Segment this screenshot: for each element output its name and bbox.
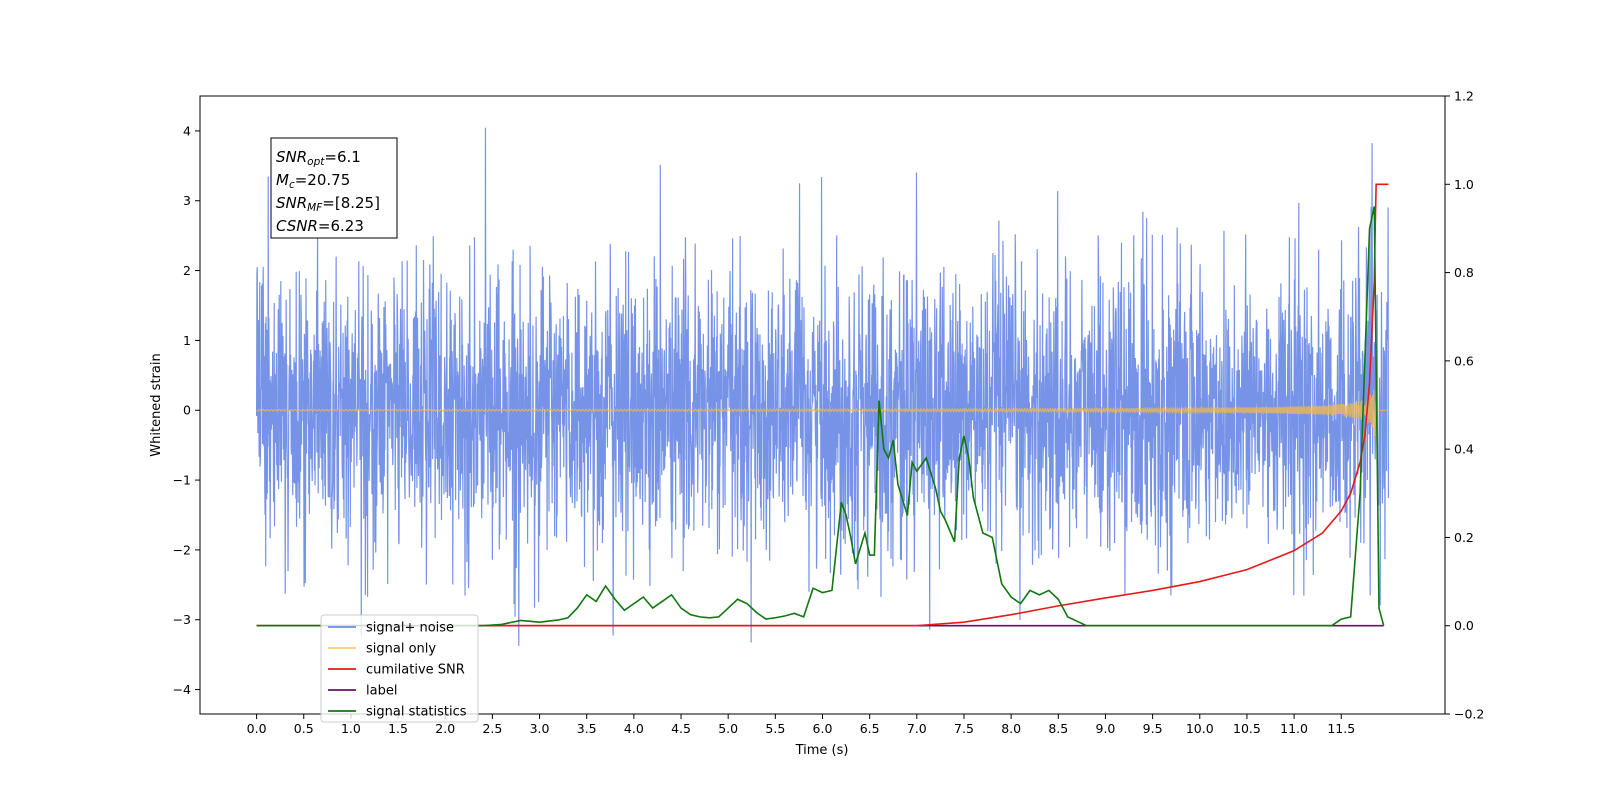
y2-tick-label: 0.6: [1454, 353, 1474, 368]
y-tick-label: 1: [183, 333, 191, 348]
x-tick-label: 8.5: [1048, 721, 1068, 736]
x-tick-label: 9.5: [1143, 721, 1163, 736]
y-tick-label: 2: [183, 263, 191, 278]
series-signal-only: [256, 389, 1389, 437]
y-tick-label: −2: [173, 542, 191, 557]
x-tick-label: 5.5: [765, 721, 785, 736]
y-axis-right: 1.2 1.0 0.8 0.6 0.4 0.2 0.0 −0.2: [1445, 89, 1484, 722]
x-tick-label: 4.5: [671, 721, 691, 736]
x-tick-label: 8.0: [1001, 721, 1021, 736]
annotation-line: SNRMF=[8.25]: [276, 194, 380, 214]
x-tick-label: 3.5: [577, 721, 597, 736]
y-axis-left: 4 3 2 1 0 −1 −2 −3 −4: [173, 123, 200, 697]
x-tick-label: 6.0: [813, 721, 833, 736]
x-tick-label: 7.0: [907, 721, 927, 736]
x-tick-label: 2.0: [435, 721, 455, 736]
x-axis: 0.0 0.5 1.0 1.5 2.0 2.5 3.0 3.5 4.0 4.5 5.0 5.5 6.0 6…: [247, 714, 1355, 736]
y2-tick-label: 1.2: [1454, 89, 1474, 104]
legend-label: signal statistics: [366, 705, 467, 720]
y2-tick-label: 0.4: [1454, 442, 1474, 457]
y-axis-label: Whitened strain: [149, 353, 164, 456]
legend-label: label: [366, 684, 397, 699]
x-tick-label: 1.5: [388, 721, 408, 736]
y-tick-label: −1: [173, 473, 191, 488]
y-tick-label: 0: [183, 403, 191, 418]
y-tick-label: 3: [183, 193, 191, 208]
series-cumulative-snr: [256, 183, 1389, 627]
y2-tick-label: 0.8: [1454, 265, 1474, 280]
legend-label: signal only: [366, 642, 436, 657]
annotation-line: SNRopt=6.1: [276, 148, 361, 168]
x-axis-label: Time (s): [795, 743, 849, 758]
y-tick-label: −3: [173, 612, 191, 627]
legend-label: cumilative SNR: [366, 663, 465, 678]
annotation-line: Mc=20.75: [276, 171, 350, 191]
x-tick-label: 7.5: [954, 721, 974, 736]
series-signal-statistics: [256, 206, 1385, 627]
x-tick-label: 5.0: [718, 721, 738, 736]
x-tick-label: 10.5: [1233, 721, 1261, 736]
legend-label: signal+ noise: [366, 621, 454, 636]
y2-tick-label: 0.2: [1454, 530, 1474, 545]
y2-tick-label: 0.0: [1454, 618, 1474, 633]
x-tick-label: 0.0: [247, 721, 267, 736]
y2-tick-label: −0.2: [1454, 707, 1484, 722]
x-tick-label: 0.5: [294, 721, 314, 736]
x-tick-label: 10.0: [1186, 721, 1214, 736]
x-tick-label: 2.5: [482, 721, 502, 736]
y-tick-label: 4: [183, 123, 191, 138]
annotation-box: SNRopt=6.1 Mc=20.75 SNRMF=[8.25] CSNR=6.23: [270, 137, 398, 239]
y-tick-label: −4: [173, 682, 191, 697]
x-tick-label: 9.0: [1096, 721, 1116, 736]
x-tick-label: 3.0: [530, 721, 550, 736]
x-tick-label: 11.0: [1280, 721, 1308, 736]
series-layer: [255, 127, 1390, 646]
y2-tick-label: 1.0: [1454, 177, 1474, 192]
legend: signal+ noise signal only cumilative SNR la…: [320, 614, 479, 723]
annotation-line: CSNR=6.23: [276, 217, 364, 235]
x-tick-label: 6.5: [860, 721, 880, 736]
x-tick-label: 4.0: [624, 721, 644, 736]
x-tick-label: 11.5: [1327, 721, 1355, 736]
series-signal-noise: [255, 127, 1390, 646]
x-tick-label: 1.0: [341, 721, 361, 736]
